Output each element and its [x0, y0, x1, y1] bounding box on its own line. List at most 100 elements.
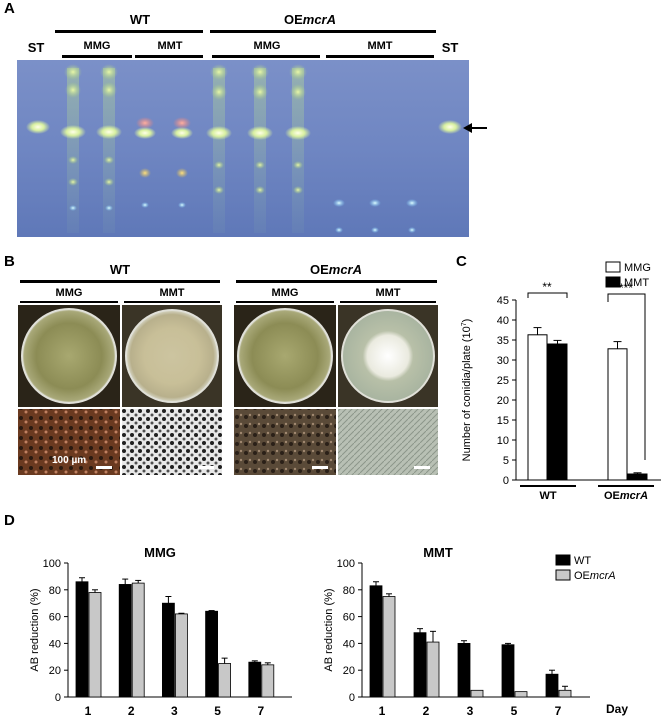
conidia-y-tick-label: 15 — [497, 415, 509, 427]
ab-mmg-bar — [131, 582, 145, 698]
ab-mmg-bar — [174, 613, 188, 698]
scale-bar-1 — [96, 466, 112, 469]
ab-mmg-bar — [75, 581, 89, 698]
conidia-y-tick-label: 40 — [497, 315, 509, 327]
ab-mmt-bar — [545, 673, 559, 698]
plate-header-wt: WT — [109, 262, 131, 277]
sig-label-wt: ** — [542, 280, 552, 294]
tlc-st-left: ST — [27, 40, 45, 55]
ab-chart-mmg: MMG AB reduction (%) 0 20 40 60 80 100 1 2 3 5 7 — [29, 545, 292, 718]
ab-mmg-x-tick-label: 5 — [214, 704, 221, 718]
conidia-y-tick-label: 25 — [497, 375, 509, 387]
ab-mmg-bar — [218, 663, 232, 698]
ab-mmt-bar — [382, 596, 396, 698]
tlc-lanes — [60, 64, 418, 233]
group-label-wt: WT — [539, 490, 556, 500]
ab-mmt-bar — [558, 689, 572, 698]
conidia-bar — [607, 348, 628, 481]
tlc-line-4 — [326, 55, 434, 58]
ab-mmt-bar — [501, 644, 515, 698]
ab-mmt-y-tick-label: 100 — [337, 558, 355, 570]
colony-oe-mmg — [237, 308, 333, 404]
legend-mmg-label: MMG — [624, 262, 651, 274]
ab-mmg-bar — [261, 664, 275, 698]
ab-mmt-bar — [470, 689, 484, 698]
plate-cond-2: MMT — [159, 287, 185, 299]
plate-cond-line-2 — [124, 301, 220, 303]
legend-mmt-swatch — [605, 276, 621, 288]
sig-bracket-oe — [607, 293, 646, 460]
micro-wt-mmg — [18, 409, 120, 475]
legend-oe-swatch — [555, 569, 571, 581]
ab-mmt-y-tick-label: 40 — [343, 638, 355, 650]
ab-mmt-y-tick-label: 60 — [343, 612, 355, 624]
panel-label-a: A — [4, 0, 15, 17]
panel-label-d: D — [4, 512, 15, 529]
plate-header-oe-gene: mcrA — [328, 262, 363, 277]
ab-mmt-x-tick-label: 3 — [467, 704, 474, 718]
plate-cond-1: MMG — [55, 287, 83, 299]
ab-mmt-x-tick-label: 5 — [511, 704, 518, 718]
ab-chart-mmt: MMT AB reduction (%) 0 20 40 60 80 100 1 2 3 5 7 D… — [323, 545, 628, 718]
scale-bar-3 — [312, 466, 328, 469]
ab-mmt-bar — [514, 691, 528, 698]
ab-mmt-bar — [369, 585, 383, 698]
ab-mmg-bar — [161, 602, 175, 698]
ab-mmg-y-tick-label: 80 — [49, 585, 61, 597]
ab-mmg-y-tick-label: 0 — [55, 692, 61, 704]
plate-cond-line-4 — [340, 301, 436, 303]
tlc-spot-st-right — [438, 120, 462, 134]
panel-label-b: B — [4, 253, 15, 270]
ab-mmg-bar — [88, 592, 102, 698]
tlc-line-2 — [135, 55, 203, 58]
plate-cond-line-1 — [20, 301, 118, 303]
plate-cond-3: MMG — [271, 287, 299, 299]
scale-bar-4 — [414, 466, 430, 469]
tlc-oe-line — [210, 30, 436, 33]
tlc-group-4: MMT — [367, 40, 393, 52]
tlc-spot-st-left — [26, 120, 50, 134]
colony-wt-mmg — [21, 308, 117, 404]
plate-cond-line-3 — [236, 301, 334, 303]
plate-wt-line — [20, 280, 220, 283]
ab-mmt-x-tick-label: 1 — [379, 704, 386, 718]
ab-mmt-y-label: AB reduction (%) — [323, 588, 335, 671]
conidia-y-tick-label: 0 — [503, 475, 509, 487]
sig-bracket-wt — [527, 292, 568, 298]
legend-mmg-swatch — [605, 261, 621, 273]
ab-mmt-x-tick-label: 2 — [423, 704, 430, 718]
ab-mmt-title: MMT — [423, 545, 453, 560]
ab-mmt-bar — [426, 641, 440, 698]
ab-mmg-y-tick-label: 40 — [49, 638, 61, 650]
micro-wt-mmt — [122, 409, 222, 475]
tlc-header-oe: OEmcrA — [210, 12, 410, 27]
colony-oe-mmt — [341, 309, 435, 403]
panel-label-c: C — [456, 253, 467, 270]
ab-mmg-y-tick-label: 100 — [43, 558, 61, 570]
tlc-header-wt: WT — [129, 12, 151, 27]
conidia-y-tick-label: 35 — [497, 335, 509, 347]
colony-photos — [18, 305, 438, 475]
plate-header-oe: OEmcrA — [236, 262, 436, 277]
tlc-group-2: MMT — [157, 40, 183, 52]
conidia-y-tick-label: 30 — [497, 355, 509, 367]
tlc-line-1 — [62, 55, 132, 58]
conidia-chart: 0 5 10 15 20 25 30 35 40 45 MMG MMT Number of con… — [461, 261, 661, 500]
colony-wt-mmt — [125, 309, 219, 403]
ab-mmg-y-label: AB reduction (%) — [29, 588, 41, 671]
ab-mmt-x-label: Day — [606, 702, 628, 716]
ab-mmg-x-tick-label: 3 — [171, 704, 178, 718]
conidia-y-tick-label: 20 — [497, 395, 509, 407]
legend-wt-label: WT — [574, 555, 591, 567]
tlc-wt-line — [55, 30, 203, 33]
tlc-st-right: ST — [441, 40, 459, 55]
ab-mmg-title: MMG — [144, 545, 176, 560]
legend-oe-label: OEmcrA — [574, 570, 616, 582]
ab-mmg-bar — [118, 584, 132, 698]
ab-mmg-bar — [248, 661, 262, 698]
legend-mmt-label: MMT — [624, 277, 649, 289]
ab-mmt-y-tick-label: 0 — [349, 692, 355, 704]
ab-mmt-bar — [457, 643, 471, 698]
ab-mmg-y-tick-label: 60 — [49, 612, 61, 624]
scale-bar-label: 100 µm — [52, 455, 87, 466]
